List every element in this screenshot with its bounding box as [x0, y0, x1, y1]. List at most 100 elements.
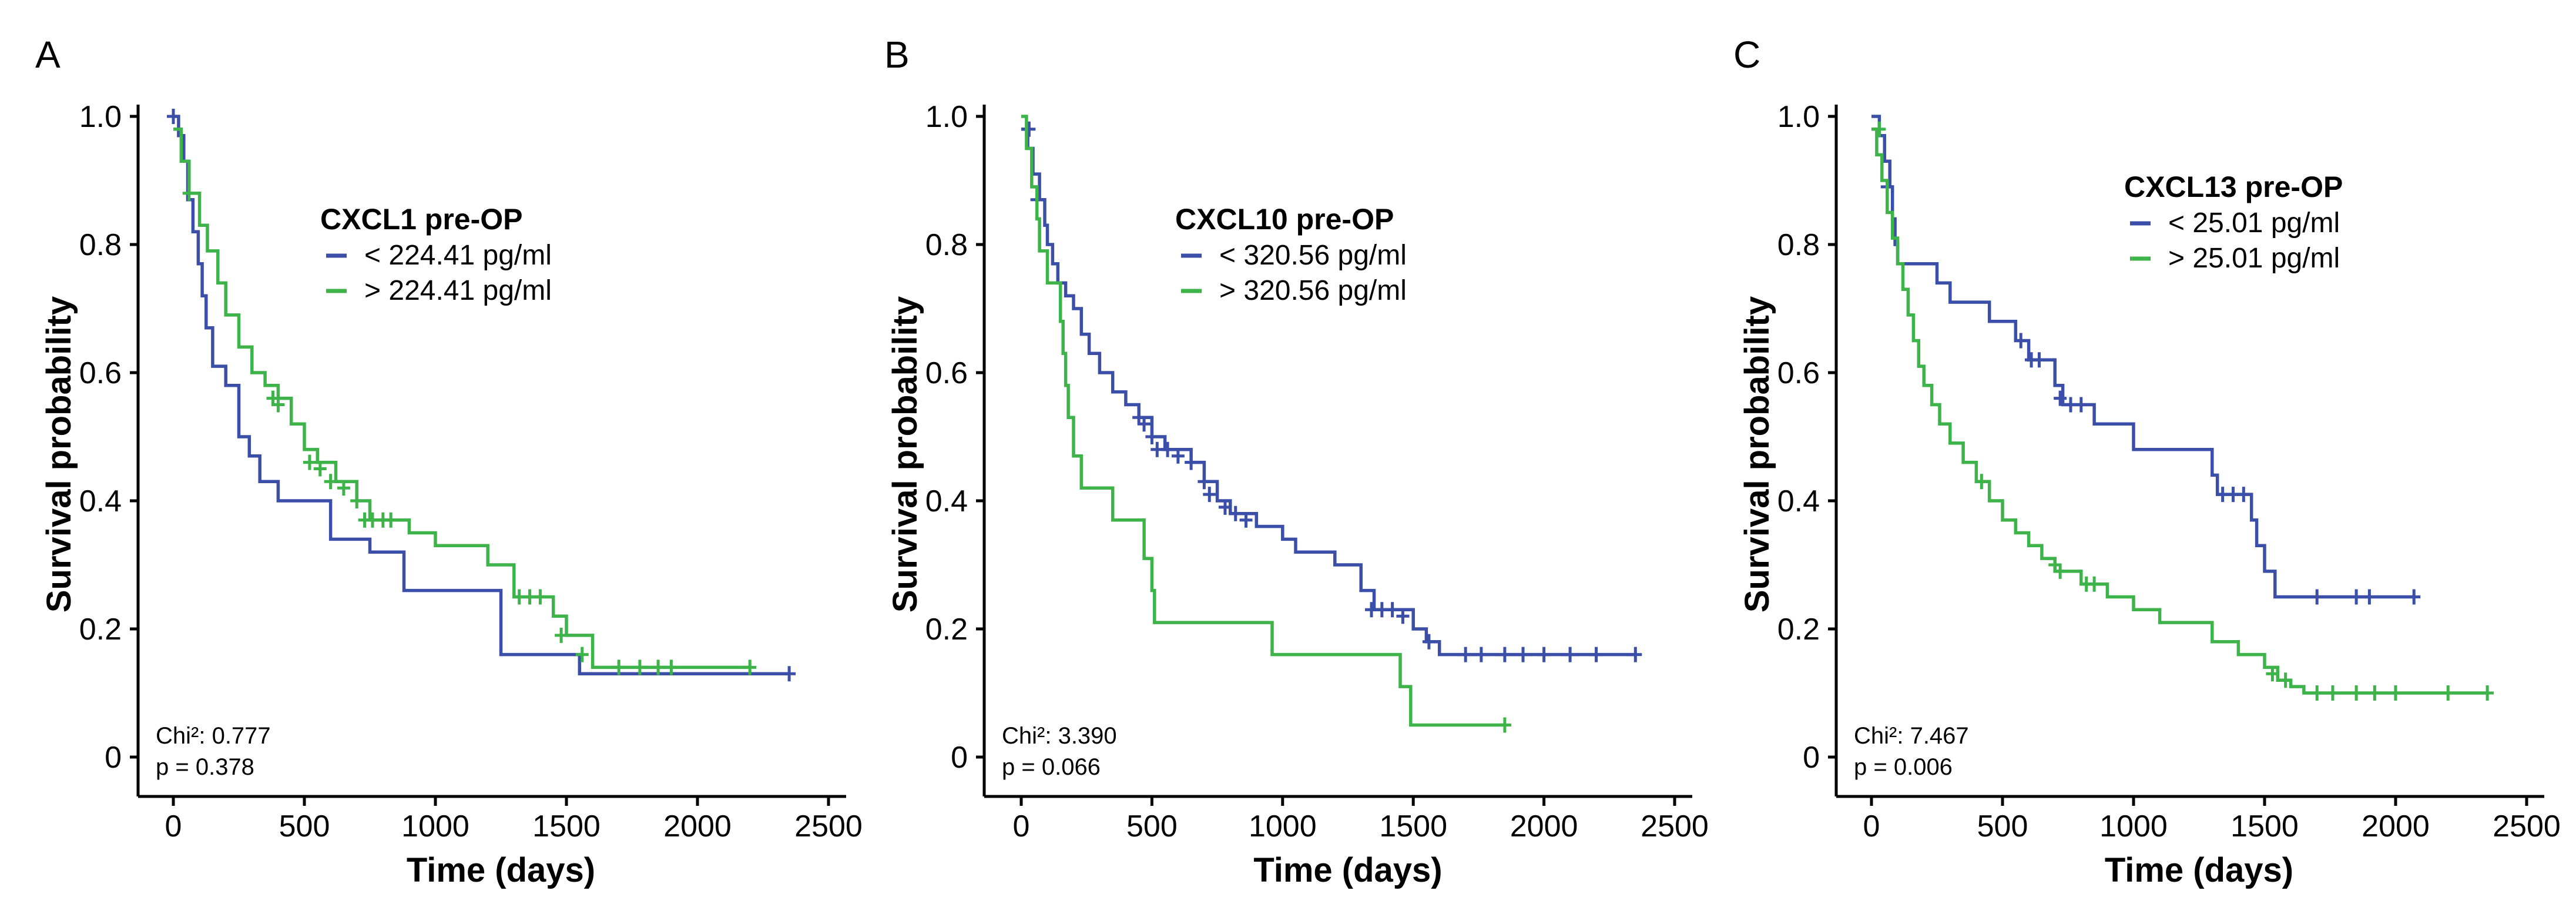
- y-tick-label: 0.8: [925, 228, 968, 262]
- censor-mark: [2363, 589, 2376, 605]
- censor-mark: [1517, 647, 1530, 662]
- censor-mark: [1498, 647, 1511, 662]
- survival-curve-high: [173, 128, 750, 669]
- y-tick-label: 0.4: [79, 484, 122, 518]
- censor-mark: [743, 659, 757, 675]
- censor-mark: [271, 397, 285, 413]
- censor-mark: [1022, 121, 1036, 137]
- censor-mark: [1459, 647, 1473, 662]
- p-value-label: p = 0.066: [1002, 754, 1101, 780]
- censor-mark: [2368, 685, 2382, 701]
- censor-mark: [534, 589, 547, 605]
- censor-mark: [324, 474, 337, 490]
- y-tick-label: 0.6: [79, 356, 122, 390]
- y-tick-label: 0.2: [1777, 612, 1820, 647]
- y-axis-title: Survival probability: [40, 296, 78, 612]
- y-tick-label: 1.0: [79, 100, 122, 134]
- y-tick-label: 1.0: [1777, 100, 1820, 134]
- y-axis-title: Survival probability: [886, 296, 924, 612]
- x-tick-label: 1000: [1249, 809, 1317, 843]
- legend-entry: > 25.01 pg/ml: [2168, 243, 2340, 274]
- censor-mark: [337, 480, 350, 496]
- censor-mark: [350, 493, 364, 508]
- x-tick-label: 0: [1013, 809, 1030, 843]
- y-tick-label: 0: [951, 741, 968, 775]
- y-tick-label: 0.6: [925, 356, 968, 390]
- legend-entry: > 320.56 pg/ml: [1219, 275, 1407, 306]
- censor-mark: [1229, 505, 1242, 521]
- censor-mark: [575, 647, 589, 662]
- censor-mark: [1975, 474, 1988, 490]
- legend-entry: > 224.41 pg/ml: [364, 275, 552, 306]
- chi-square-label: Chi²: 0.777: [156, 723, 271, 749]
- censor-mark: [1396, 608, 1410, 624]
- censor-mark: [1564, 647, 1577, 662]
- p-value-label: p = 0.378: [156, 754, 254, 780]
- censor-mark: [2237, 487, 2250, 503]
- censor-mark: [1629, 647, 1642, 662]
- x-axis-title: Time (days): [2105, 851, 2293, 889]
- censor-mark: [303, 454, 316, 470]
- survival-curve-high: [1871, 128, 2488, 695]
- censor-mark: [2389, 685, 2402, 701]
- censor-mark: [2350, 589, 2363, 605]
- censor-mark: [1138, 416, 1151, 432]
- x-tick-label: 1500: [1379, 809, 1447, 843]
- x-tick-label: 500: [1126, 809, 1178, 843]
- survival-curve-low: [1871, 115, 2414, 599]
- y-tick-label: 0.6: [1777, 356, 1820, 390]
- panel-B: B 0 0.2 0.4 0.6 0.8 1.0 0 500 1000 1500 2000 2500 Tim…: [884, 34, 1709, 889]
- x-tick-label: 2000: [663, 809, 732, 843]
- panel-A: A 0 0.2 0.4 0.6 0.8 1.0 0 500 1000 1500 2000 2500 Tim…: [35, 34, 863, 889]
- censor-mark: [2054, 390, 2067, 406]
- censor-mark: [1422, 634, 1435, 649]
- censor-mark: [167, 109, 180, 124]
- legend-title: CXCL13 pre-OP: [2124, 170, 2343, 203]
- x-tick-label: 1500: [532, 809, 601, 843]
- censor-mark: [2350, 685, 2363, 701]
- censor-mark: [2074, 397, 2088, 413]
- y-tick-label: 1.0: [925, 100, 968, 134]
- censor-mark: [2441, 685, 2455, 701]
- panel-C: C 0 0.2 0.4 0.6 0.8 1.0 0 500 1000 1500 2000 2500 Tim…: [1733, 34, 2561, 889]
- censor-mark: [2266, 666, 2279, 682]
- y-tick-label: 0.8: [1777, 228, 1820, 262]
- y-tick-label: 0: [1803, 741, 1820, 775]
- censor-mark: [2014, 333, 2028, 349]
- censor-mark: [2088, 576, 2101, 592]
- panel-letter: B: [884, 34, 910, 76]
- censor-mark: [313, 461, 327, 477]
- x-tick-label: 2500: [1641, 809, 1709, 843]
- survival-curve-low: [173, 115, 790, 676]
- x-tick-label: 1000: [401, 809, 469, 843]
- x-tick-label: 2000: [2362, 809, 2430, 843]
- y-tick-label: 0.4: [1777, 484, 1820, 518]
- legend-entry: < 25.01 pg/ml: [2168, 207, 2340, 239]
- p-value-label: p = 0.006: [1854, 754, 1953, 780]
- survival-curve-high: [1021, 115, 1505, 727]
- censor-mark: [1474, 647, 1488, 662]
- y-tick-label: 0.2: [925, 612, 968, 647]
- legend-title: CXCL1 pre-OP: [320, 203, 523, 236]
- censor-mark: [783, 666, 796, 682]
- x-tick-label: 2500: [2493, 809, 2561, 843]
- censor-mark: [665, 659, 678, 675]
- y-tick-label: 0.8: [79, 228, 122, 262]
- censor-mark: [384, 512, 398, 528]
- censor-mark: [2279, 672, 2292, 688]
- y-tick-label: 0: [105, 741, 122, 775]
- censor-mark: [1589, 647, 1603, 662]
- x-axis-title: Time (days): [1253, 851, 1442, 889]
- censor-mark: [1218, 499, 1232, 515]
- censor-mark: [1386, 602, 1399, 618]
- censor-mark: [1145, 429, 1159, 444]
- censor-mark: [1498, 717, 1511, 733]
- legend-entry: < 320.56 pg/ml: [1219, 240, 1407, 271]
- censor-mark: [2310, 589, 2324, 605]
- panel-letter: A: [35, 34, 61, 76]
- censor-mark: [2481, 685, 2494, 701]
- chi-square-label: Chi²: 3.390: [1002, 723, 1117, 749]
- censor-mark: [2326, 685, 2339, 701]
- censor-mark: [182, 185, 196, 201]
- x-tick-label: 0: [1863, 809, 1880, 843]
